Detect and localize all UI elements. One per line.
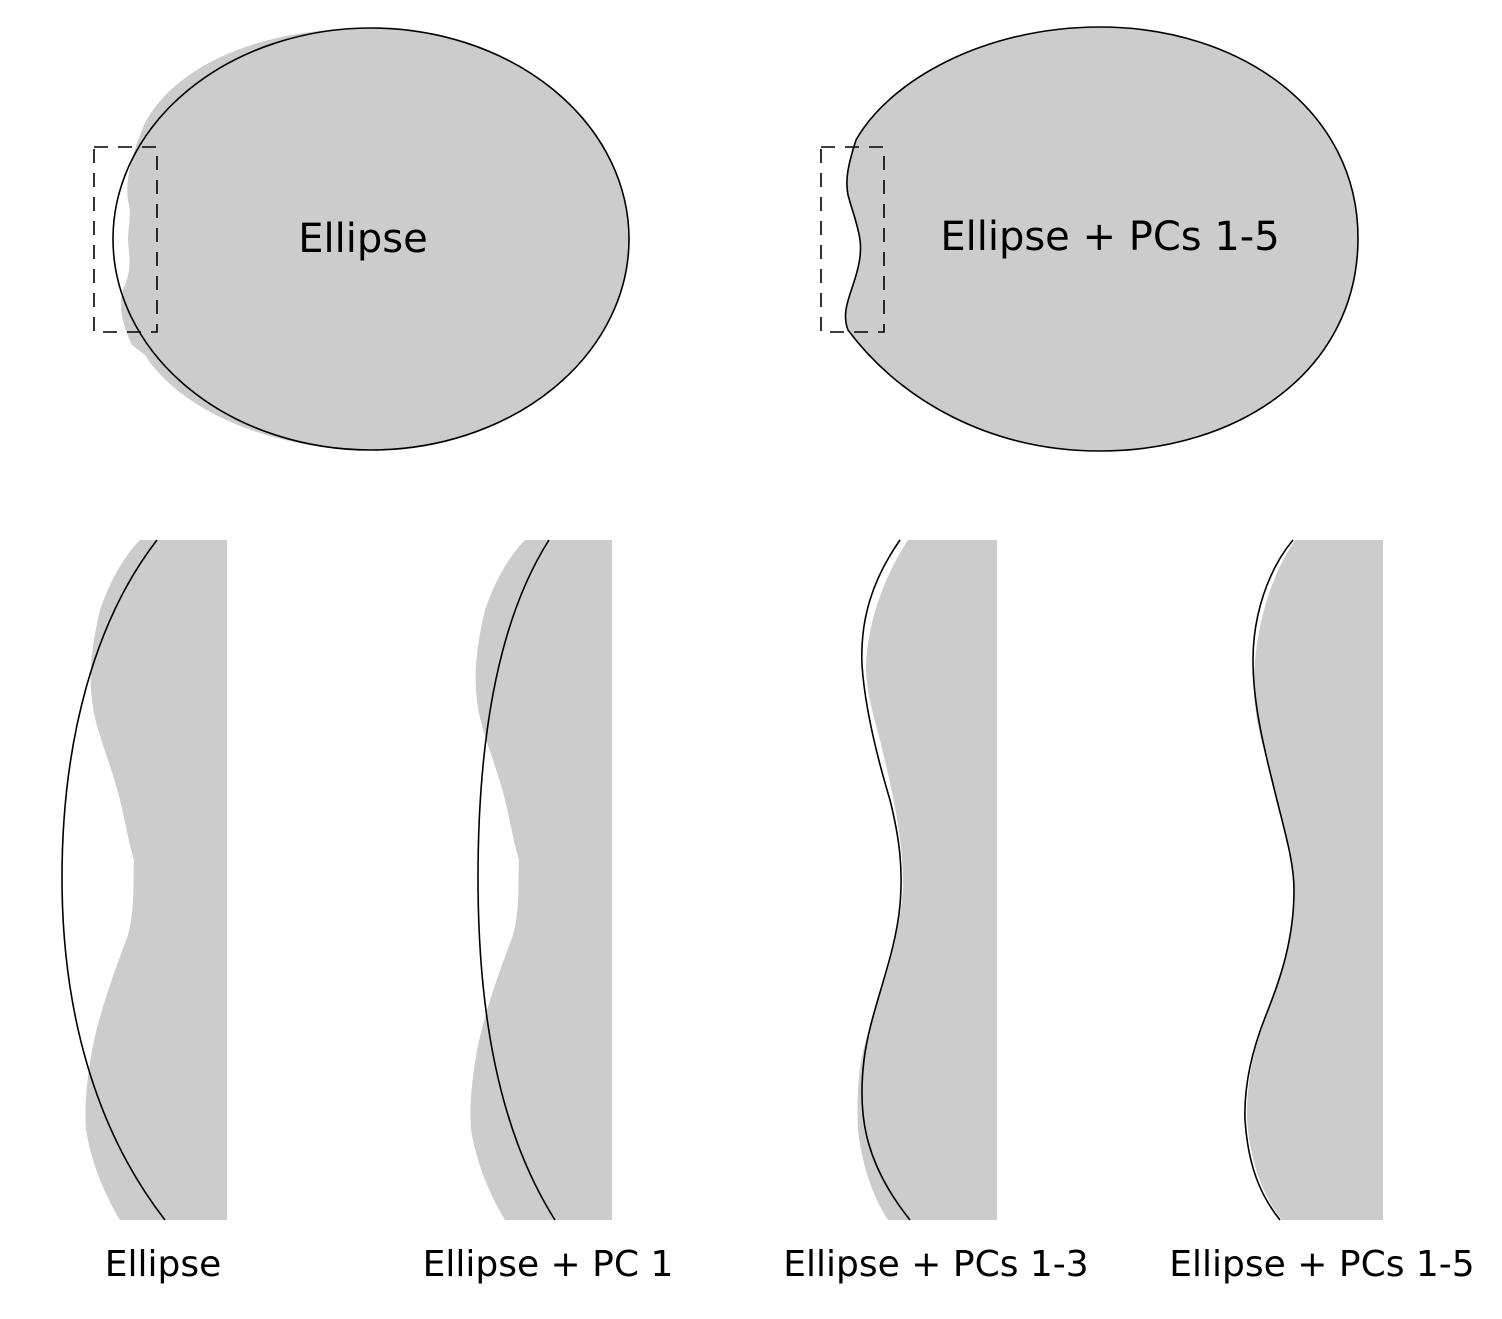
fitted-ellipse-outline (61, 539, 166, 1221)
zoom-panel-ellipse: Ellipse (61, 539, 228, 1285)
cell-edge-fill (1246, 540, 1383, 1220)
fitted-ellipse-outline (112, 27, 630, 451)
panel-label: Ellipse + PCs 1-3 (783, 1244, 1088, 1285)
top-panel-ellipse-pcs-1-5: Ellipse + PCs 1-5 (820, 26, 1359, 452)
panel-label: Ellipse + PCs 1-5 (940, 214, 1279, 260)
zoom-panel-ellipse-pcs-1-5: Ellipse + PCs 1-5 (1169, 539, 1475, 1285)
cell-shape-fill (120, 28, 630, 450)
cell-shape-fill (845, 27, 1358, 451)
pc-reconstruction-outline (477, 539, 556, 1221)
zoom-panel-ellipse-pcs-1-3: Ellipse + PCs 1-3 (783, 539, 1089, 1285)
pc-reconstruction-outline (860, 539, 911, 1221)
cell-edge-fill (470, 540, 612, 1220)
cell-edge-fill (85, 540, 228, 1220)
panel-label: Ellipse (298, 216, 427, 262)
pc-reconstruction-outline (844, 26, 1359, 452)
pc-reconstruction-outline (1244, 539, 1295, 1221)
panel-label: Ellipse + PCs 1-5 (1169, 1244, 1474, 1285)
panel-label: Ellipse + PC 1 (423, 1244, 674, 1285)
cell-edge-fill (857, 540, 997, 1220)
zoom-panel-ellipse-pc-1: Ellipse + PC 1 (423, 539, 674, 1285)
top-panel-ellipse: Ellipse (93, 27, 630, 451)
zoom-region-box (93, 146, 158, 333)
zoom-region-box (820, 146, 885, 333)
panel-label: Ellipse (105, 1244, 222, 1285)
